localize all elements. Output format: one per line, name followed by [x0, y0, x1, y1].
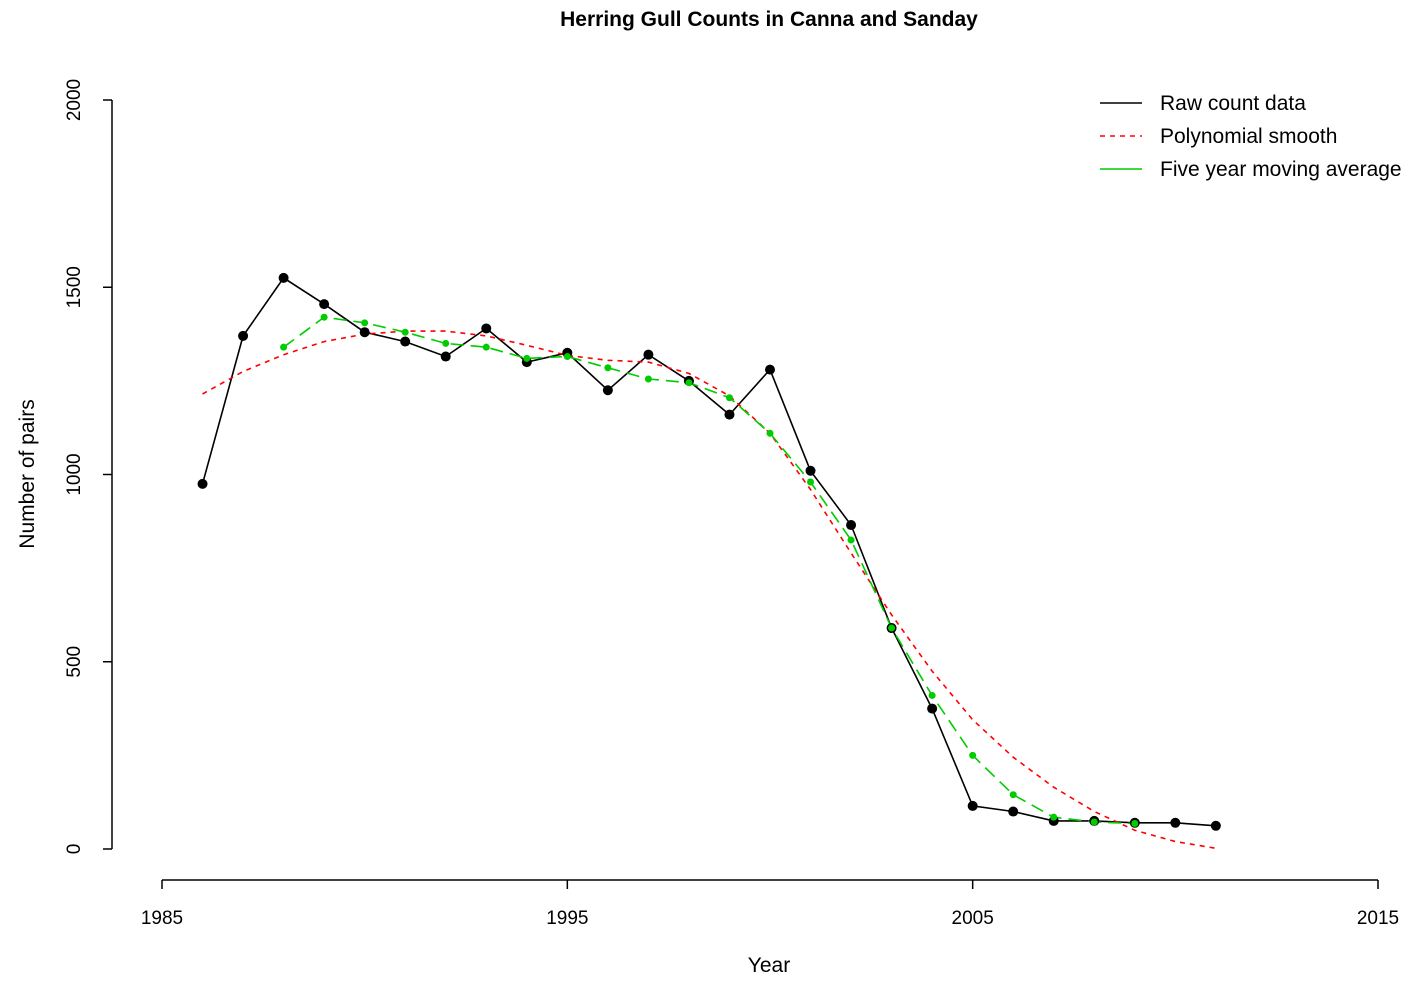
moving-average-point	[604, 364, 612, 372]
raw-data-point	[967, 800, 978, 811]
raw-data-point	[197, 478, 208, 489]
raw-data-point	[643, 349, 654, 360]
raw-data-point	[400, 336, 411, 347]
raw-data-point	[359, 327, 370, 338]
series-line-0	[201, 276, 1216, 827]
moving-average-point	[969, 751, 977, 759]
y-tick-label: 1500	[64, 266, 85, 308]
moving-average-point	[1090, 818, 1098, 826]
y-axis: 0 500 1000 1500 2000	[64, 79, 113, 855]
moving-average-point	[725, 394, 733, 402]
moving-average-point	[766, 429, 774, 437]
raw-data-point	[927, 703, 938, 714]
x-axis-label: Year	[748, 954, 790, 977]
raw-data-point	[1008, 806, 1019, 817]
legend-label-2: Five year moving average	[1160, 158, 1402, 181]
moving-average-point	[1009, 791, 1017, 799]
raw-data-point	[1170, 817, 1181, 828]
moving-average-point	[361, 319, 369, 327]
x-axis: 1985 1995 2005 2015	[141, 879, 1399, 929]
moving-average-point	[807, 478, 815, 486]
y-tick-label: 500	[64, 646, 85, 678]
raw-data-point	[278, 272, 289, 283]
series-line-2	[283, 316, 1135, 825]
raw-data-point	[440, 351, 451, 362]
raw-data-point	[1210, 820, 1221, 831]
moving-average-point	[1050, 813, 1058, 821]
moving-average-point	[847, 536, 855, 544]
y-tick-label: 1000	[64, 453, 85, 495]
moving-average-point	[442, 339, 450, 347]
moving-average-point	[685, 379, 693, 387]
raw-data-point	[805, 465, 816, 476]
moving-average-point	[482, 343, 490, 351]
legend-label-1: Polynomial smooth	[1160, 125, 1337, 148]
moving-average-point	[928, 691, 936, 699]
moving-average-point	[1131, 820, 1139, 828]
series-line-1	[202, 330, 1217, 850]
plot-series	[197, 272, 1221, 850]
moving-average-point	[280, 343, 288, 351]
moving-average-point	[644, 375, 652, 383]
raw-data-point	[724, 409, 735, 420]
y-tick-label: 2000	[64, 79, 85, 121]
chart-title: Herring Gull Counts in Canna and Sanday	[560, 8, 978, 31]
legend: Raw count data Polynomial smooth Five year…	[1100, 92, 1402, 181]
moving-average-point	[888, 624, 896, 632]
moving-average-point	[563, 353, 571, 361]
raw-data-point	[602, 385, 613, 396]
moving-average-point	[401, 328, 409, 336]
y-axis-label: Number of pairs	[16, 399, 39, 548]
x-tick-label: 1995	[546, 908, 588, 929]
raw-data-point	[319, 299, 330, 310]
legend-label-0: Raw count data	[1160, 92, 1306, 115]
raw-data-point	[481, 323, 492, 334]
x-tick-label: 1985	[141, 908, 183, 929]
x-tick-label: 2005	[952, 908, 994, 929]
moving-average-point	[523, 354, 531, 362]
raw-data-point	[238, 330, 249, 341]
y-tick-label: 0	[64, 844, 85, 855]
x-tick-label: 2015	[1357, 908, 1399, 929]
moving-average-point	[320, 313, 328, 321]
raw-data-point	[846, 520, 857, 531]
raw-data-point	[765, 364, 775, 375]
